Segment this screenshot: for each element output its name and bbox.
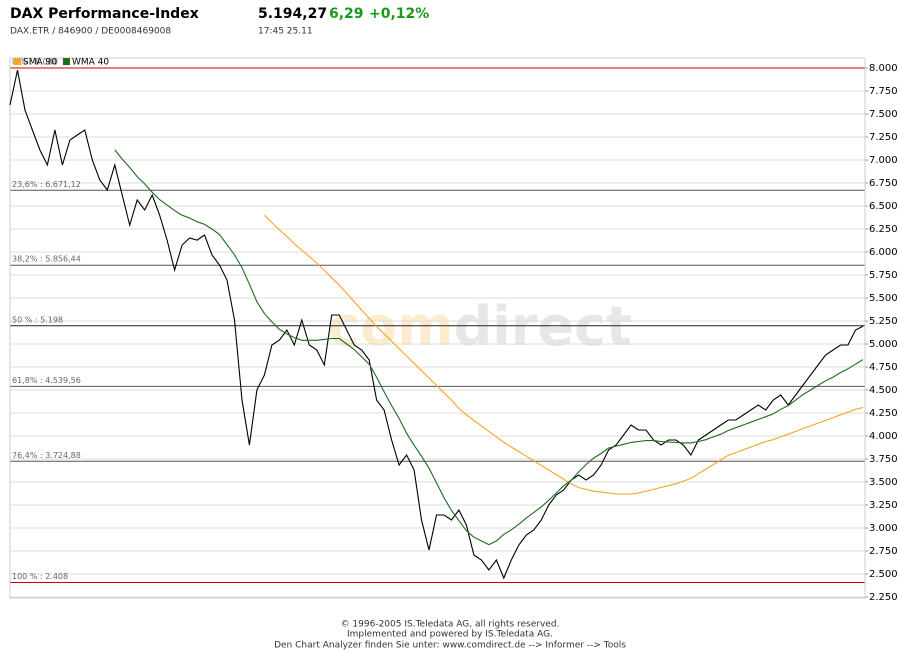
level-label: 100 % : 2.408 — [12, 572, 68, 581]
y-tick-label: 3.750 — [869, 454, 898, 465]
legend-label: WMA 40 — [72, 58, 109, 68]
y-tick-label: 5.000 — [869, 339, 898, 350]
y-tick-label: 2.750 — [869, 546, 898, 557]
chart-title: DAX Performance-Index — [10, 6, 199, 22]
y-tick-label: 7.000 — [869, 155, 898, 166]
legend-label: SMA 90 — [23, 58, 57, 68]
copyright: © 1996-2005 IS.Teledata AG, all rights r… — [341, 620, 560, 630]
footer-note: Den Chart Analyzer finden Sie unter: www… — [274, 641, 626, 650]
y-tick-label: 2.250 — [869, 592, 898, 603]
y-tick-label: 4.750 — [869, 362, 898, 373]
series-line — [9, 69, 864, 580]
y-tick-label: 7.250 — [869, 132, 898, 143]
identifiers: DAX.ETR / 846900 / DE0008469008 — [10, 27, 171, 37]
change: 6,29 — [329, 6, 364, 22]
y-tick-label: 2.500 — [869, 569, 898, 580]
plot-area: comdirect2.2502.5002.7503.0003.2503.5003… — [9, 57, 898, 603]
level-label: 50 % : 5.198 — [12, 315, 63, 324]
y-tick-label: 5.250 — [869, 316, 898, 327]
y-tick-label: 5.750 — [869, 270, 898, 281]
series-line — [114, 149, 864, 546]
y-tick-label: 3.000 — [869, 523, 898, 534]
credit: Implemented and powered by IS.Teledata A… — [347, 630, 553, 640]
plot-border — [9, 57, 866, 599]
level-label: 61,8% : 4.539,56 — [12, 376, 81, 385]
y-tick-label: 3.500 — [869, 477, 898, 488]
price: 5.194,27 — [258, 6, 327, 22]
legend-swatch — [14, 58, 21, 65]
level-label: 0 % : 8.000 — [12, 58, 58, 67]
y-tick-label: 4.250 — [869, 408, 898, 419]
y-tick-label: 3.250 — [869, 500, 898, 511]
y-tick-label: 6.750 — [869, 178, 898, 189]
y-tick-label: 6.500 — [869, 201, 898, 212]
change-pct: +0,12% — [369, 6, 429, 22]
y-tick-label: 7.750 — [869, 86, 898, 97]
y-tick-label: 6.250 — [869, 224, 898, 235]
series-line — [264, 214, 864, 495]
level-label: 23,6% : 6.671,12 — [12, 180, 81, 189]
level-label: 38,2% : 5.856,44 — [12, 255, 81, 264]
y-tick-label: 8.000 — [869, 63, 898, 74]
y-tick-label: 5.500 — [869, 293, 898, 304]
level-label: 76,4% : 3.724,88 — [12, 451, 81, 460]
y-tick-label: 7.500 — [869, 109, 898, 120]
y-tick-label: 4.000 — [869, 431, 898, 442]
timestamp: 17:45 25.11 — [258, 27, 313, 37]
legend-swatch — [62, 58, 70, 65]
y-tick-label: 4.500 — [869, 385, 898, 396]
y-tick-label: 6.000 — [869, 247, 898, 258]
